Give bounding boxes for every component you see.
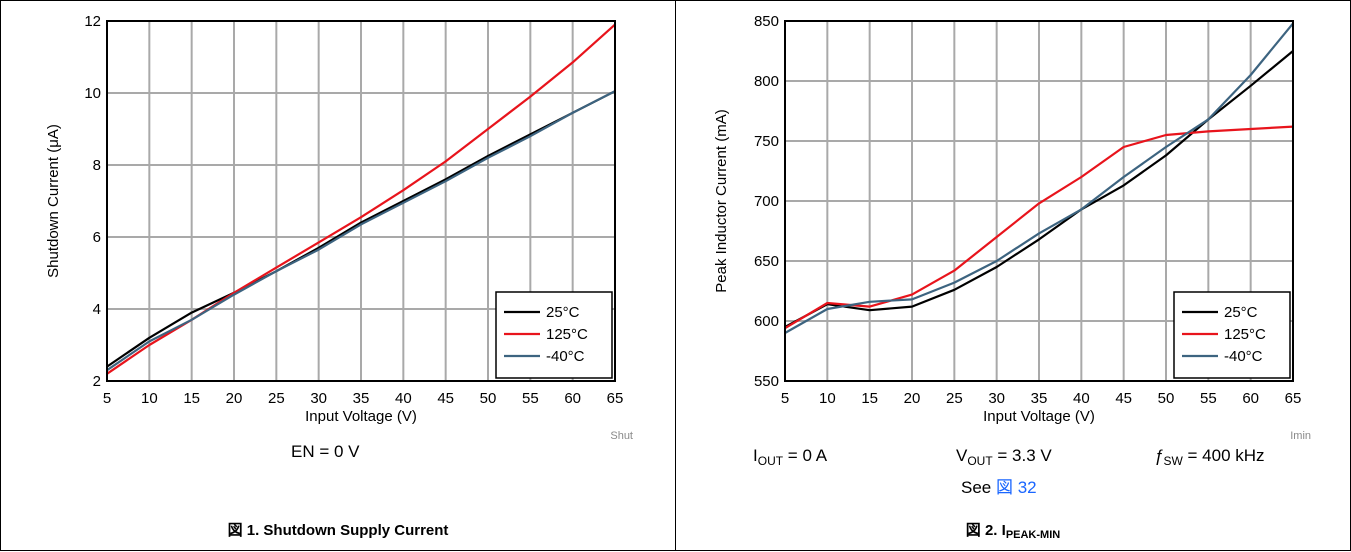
x-tick-label: 35: [353, 390, 370, 407]
figure-32-link[interactable]: 図 32: [995, 478, 1037, 497]
x-tick-label: 15: [861, 390, 878, 407]
iout-subscript: OUT: [757, 454, 784, 468]
x-tick-label: 20: [226, 390, 243, 407]
y-tick-label: 2: [93, 373, 101, 390]
legend-label-0: 25°C: [546, 304, 580, 321]
x-tick-label: 5: [781, 390, 789, 407]
chart-1: 5 10 15 20 25 30 35 40 45 50 55 60 65 2 4 6 8 10 12 Input V…: [45, 13, 633, 442]
x-tick-label: 10: [141, 390, 158, 407]
series-lines: [784, 22, 1294, 334]
caption-label: 図 2.: [965, 522, 998, 539]
condition-fsw: ƒSW = 400 kHz: [1154, 446, 1265, 468]
x-axis-title: Input Voltage (V): [983, 408, 1095, 425]
y-axis-title: Peak Inductor Current (mA): [713, 109, 730, 292]
legend-label-2: -40°C: [1224, 348, 1263, 365]
y-tick-label: 6: [93, 229, 101, 246]
x-tick-label: 15: [183, 390, 200, 407]
x-tick-label: 65: [607, 390, 624, 407]
file-id: Shut: [610, 430, 633, 442]
legend: 25°C 125°C -40°C: [1173, 291, 1291, 379]
legend-label-0: 25°C: [1224, 304, 1258, 321]
fsw-value: = 400 kHz: [1182, 446, 1265, 465]
legend-label-1: 125°C: [546, 326, 588, 343]
condition-en: EN = 0 V: [291, 442, 360, 461]
legend-label-1: 125°C: [1224, 326, 1266, 343]
y-tick-label: 700: [754, 193, 779, 210]
x-tick-label: 60: [564, 390, 581, 407]
x-tick-label: 35: [1031, 390, 1048, 407]
caption-label: 図 1.: [227, 522, 260, 539]
iout-value: = 0 A: [783, 446, 828, 465]
y-tick-label: 550: [754, 373, 779, 390]
figure-1-panel: 5 10 15 20 25 30 35 40 45 50 55 60 65 2 4 6 8 10 12 Input V…: [0, 0, 676, 551]
figure-1-caption: 図 1. Shutdown Supply Current: [1, 519, 675, 540]
x-tick-label: 30: [310, 390, 327, 407]
series-lines: [106, 23, 616, 375]
y-tick-label: 800: [754, 73, 779, 90]
x-tick-label: 30: [988, 390, 1005, 407]
y-tick-label: 650: [754, 253, 779, 270]
y-tick-label: 600: [754, 313, 779, 330]
x-tick-label: 65: [1285, 390, 1302, 407]
x-tick-label: 10: [819, 390, 836, 407]
see-prefix: See: [961, 478, 996, 497]
vout-value: = 3.3 V: [992, 446, 1052, 465]
caption-subscript: PEAK-MIN: [1005, 529, 1061, 541]
x-tick-label: 45: [437, 390, 454, 407]
x-tick-label: 55: [522, 390, 539, 407]
y-tick-label: 750: [754, 133, 779, 150]
caption-symbol: I: [1001, 522, 1006, 539]
series-line-2: [784, 22, 1294, 334]
x-tick-label: 25: [946, 390, 963, 407]
plot-frame: [106, 20, 616, 382]
x-tick-label: 5: [103, 390, 111, 407]
series-line-1: [784, 125, 1294, 330]
x-tick-label: 25: [268, 390, 285, 407]
y-tick-label: 12: [84, 13, 101, 30]
legend-label-2: -40°C: [546, 348, 585, 365]
condition-iout: IOUT = 0 A: [753, 446, 827, 468]
fsw-subscript: SW: [1163, 454, 1183, 468]
x-tick-label: 50: [480, 390, 497, 407]
condition-vout: VOUT = 3.3 V: [956, 446, 1052, 468]
x-tick-label: 50: [1158, 390, 1175, 407]
chart-2: 5 10 15 20 25 30 35 40 45 50 55 60 65 550 600 650 700 750…: [713, 13, 1311, 442]
y-tick-label: 850: [754, 13, 779, 30]
x-tick-label: 40: [395, 390, 412, 407]
x-tick-label: 60: [1242, 390, 1259, 407]
tick-labels: 5 10 15 20 25 30 35 40 45 50 55 60 65 550 600 650 700 750…: [754, 13, 1301, 407]
fsw-symbol: ƒ: [1154, 446, 1164, 465]
y-axis-title: Shutdown Current (μA): [45, 124, 62, 278]
x-tick-label: 55: [1200, 390, 1217, 407]
series-line-2: [106, 90, 616, 372]
x-tick-label: 45: [1115, 390, 1132, 407]
iout-symbol: I: [753, 446, 758, 465]
legend: 25°C 125°C -40°C: [495, 291, 613, 379]
x-tick-label: 40: [1073, 390, 1090, 407]
see-reference: See 図 32: [961, 473, 1037, 498]
file-id: Imin: [1290, 430, 1311, 442]
figure-2-panel: 5 10 15 20 25 30 35 40 45 50 55 60 65 550 600 650 700 750…: [675, 0, 1351, 551]
x-axis-title: Input Voltage (V): [305, 408, 417, 425]
plot-frame: [784, 20, 1294, 382]
vout-subscript: OUT: [967, 454, 993, 468]
series-line-0: [106, 90, 616, 368]
vout-symbol: V: [956, 446, 968, 465]
x-tick-label: 20: [904, 390, 921, 407]
y-tick-label: 4: [93, 301, 101, 318]
y-tick-label: 10: [84, 85, 101, 102]
tick-labels: 5 10 15 20 25 30 35 40 45 50 55 60 65 2 4 6 8 10 12: [84, 13, 623, 407]
caption-text: Shutdown Supply Current: [263, 522, 449, 539]
y-tick-label: 8: [93, 157, 101, 174]
figure-2-caption: 図 2. IPEAK-MIN: [676, 519, 1350, 541]
